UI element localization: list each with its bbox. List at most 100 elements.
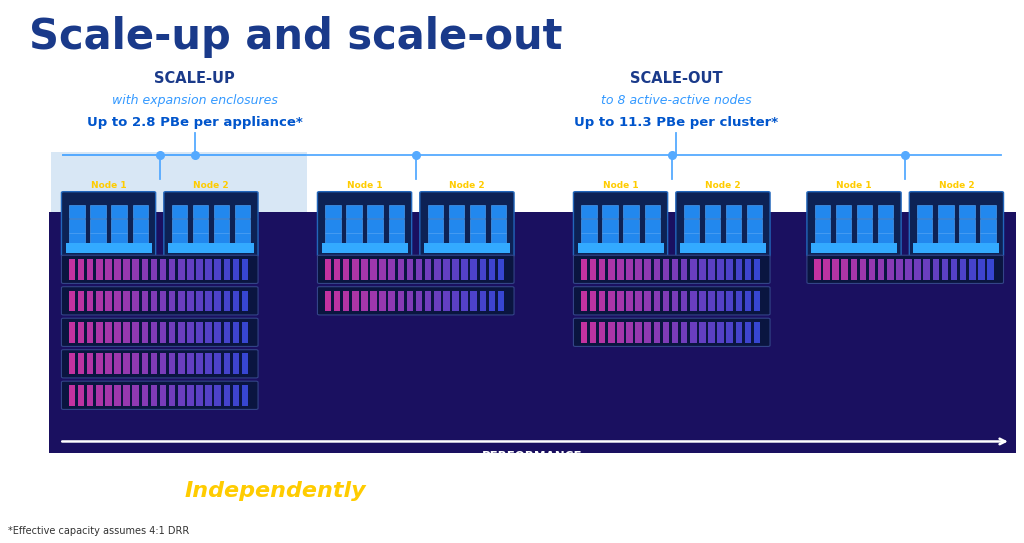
Bar xyxy=(187,291,194,311)
Bar xyxy=(232,322,240,343)
Bar xyxy=(644,322,651,343)
Bar xyxy=(681,291,687,311)
Text: Node 2: Node 2 xyxy=(939,180,974,190)
Bar xyxy=(490,205,506,218)
Bar xyxy=(197,385,203,406)
FancyBboxPatch shape xyxy=(164,192,258,256)
FancyBboxPatch shape xyxy=(807,192,901,256)
Bar xyxy=(815,233,830,247)
Bar xyxy=(69,385,75,406)
Bar xyxy=(851,259,857,280)
Bar xyxy=(397,259,404,280)
Bar xyxy=(371,291,377,311)
Bar xyxy=(424,243,510,253)
Text: SCALE-OUT: SCALE-OUT xyxy=(630,71,722,86)
Bar xyxy=(361,259,368,280)
Bar xyxy=(443,291,450,311)
Bar xyxy=(735,291,742,311)
Bar xyxy=(842,259,848,280)
Bar xyxy=(193,219,208,233)
Bar xyxy=(197,322,203,343)
Bar xyxy=(242,353,249,374)
Text: Node 2: Node 2 xyxy=(450,180,484,190)
Bar xyxy=(726,291,733,311)
Text: Up to 2.8 PBe per appliance*: Up to 2.8 PBe per appliance* xyxy=(87,116,302,129)
Bar xyxy=(582,233,597,247)
Bar xyxy=(105,259,112,280)
Bar xyxy=(90,219,105,233)
Bar xyxy=(96,322,102,343)
Bar xyxy=(726,322,733,343)
Bar xyxy=(980,233,995,247)
Bar xyxy=(590,291,596,311)
Bar xyxy=(980,219,995,233)
FancyBboxPatch shape xyxy=(61,350,258,378)
FancyBboxPatch shape xyxy=(807,255,1004,283)
Bar xyxy=(234,219,250,233)
Bar xyxy=(223,291,230,311)
Text: PERFORMANCE: PERFORMANCE xyxy=(482,450,583,463)
Text: Up to 11.3 PBe per cluster*: Up to 11.3 PBe per cluster* xyxy=(573,116,778,129)
Bar xyxy=(343,259,349,280)
Bar xyxy=(878,259,885,280)
Bar xyxy=(388,291,395,311)
Bar xyxy=(115,353,121,374)
Bar xyxy=(488,291,496,311)
Bar xyxy=(644,219,659,233)
Bar xyxy=(896,259,903,280)
Bar xyxy=(187,353,194,374)
Bar xyxy=(635,291,642,311)
FancyBboxPatch shape xyxy=(61,318,258,346)
Bar xyxy=(924,259,930,280)
Bar xyxy=(578,243,664,253)
Bar xyxy=(407,291,414,311)
Bar xyxy=(978,259,985,280)
Bar xyxy=(205,322,212,343)
Bar xyxy=(627,322,633,343)
Bar xyxy=(214,353,221,374)
Bar xyxy=(169,259,175,280)
Bar xyxy=(178,353,184,374)
Bar xyxy=(449,219,464,233)
Text: Node 1: Node 1 xyxy=(603,180,638,190)
Bar xyxy=(105,291,112,311)
Bar xyxy=(69,291,75,311)
Bar xyxy=(918,205,933,218)
Bar xyxy=(123,259,130,280)
Bar xyxy=(151,353,158,374)
Text: to 8 active-active nodes: to 8 active-active nodes xyxy=(600,94,752,107)
Bar xyxy=(663,291,670,311)
Bar xyxy=(160,322,166,343)
Bar xyxy=(334,259,340,280)
Bar xyxy=(470,219,485,233)
Bar xyxy=(470,259,477,280)
Text: *Effective capacity assumes 4:1 DRR: *Effective capacity assumes 4:1 DRR xyxy=(8,527,189,536)
Bar xyxy=(814,259,820,280)
Bar xyxy=(326,233,341,247)
Bar xyxy=(388,259,395,280)
Bar xyxy=(87,353,93,374)
Bar xyxy=(746,233,762,247)
Bar xyxy=(624,205,639,218)
Text: SCALE-UP: SCALE-UP xyxy=(155,71,234,86)
Bar xyxy=(141,385,148,406)
Bar xyxy=(371,259,377,280)
Bar xyxy=(90,205,105,218)
Bar xyxy=(833,259,839,280)
Bar xyxy=(232,385,240,406)
Bar xyxy=(726,233,741,247)
Bar xyxy=(223,353,230,374)
Bar xyxy=(160,385,166,406)
Bar xyxy=(857,233,872,247)
Bar xyxy=(635,259,642,280)
Bar xyxy=(449,205,464,218)
Text: Scale-up and scale-out: Scale-up and scale-out xyxy=(29,16,562,58)
Bar xyxy=(234,233,250,247)
Bar xyxy=(115,291,121,311)
Bar xyxy=(178,291,184,311)
Bar xyxy=(684,233,699,247)
FancyBboxPatch shape xyxy=(573,255,770,283)
Bar xyxy=(141,322,148,343)
Bar xyxy=(699,291,706,311)
Bar xyxy=(397,291,404,311)
